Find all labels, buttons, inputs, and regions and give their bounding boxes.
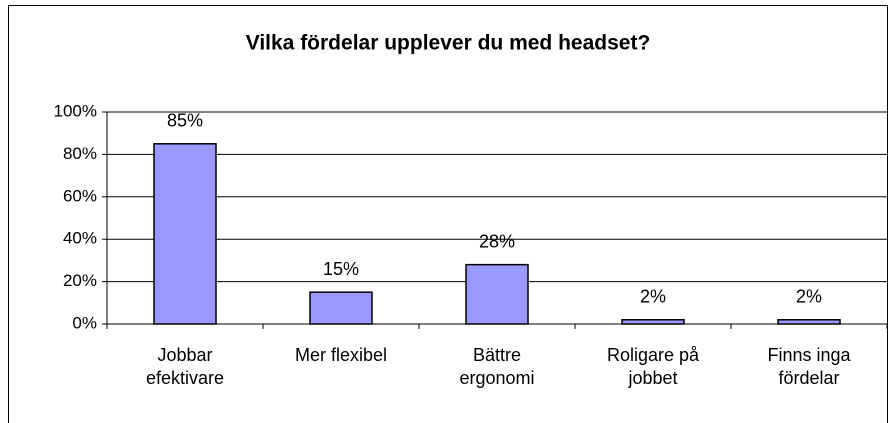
chart-frame [8, 5, 888, 423]
data-label: 85% [167, 111, 203, 131]
data-label: 2% [796, 287, 822, 307]
y-tick-label: 0% [72, 313, 97, 332]
y-tick-label: 20% [63, 271, 97, 290]
chart-title: Vilka fördelar upplever du med headset? [246, 32, 651, 55]
bar [465, 263, 529, 325]
x-tick-label: Finns inga fördelar [767, 345, 851, 388]
data-label: 28% [479, 231, 515, 251]
y-tick-label: 40% [63, 229, 97, 248]
bar [153, 143, 217, 325]
y-tick-label: 80% [63, 144, 97, 163]
bar [621, 319, 685, 325]
bar [309, 291, 373, 325]
x-tick-label: Jobbar efektivare [145, 345, 225, 388]
y-tick-label: 60% [63, 186, 97, 205]
bar [777, 319, 841, 325]
x-tick-label: Mer flexibel [294, 345, 388, 365]
data-label: 2% [640, 287, 666, 307]
data-label: 15% [323, 259, 359, 279]
x-tick-label: Roligare på jobbet [606, 345, 700, 388]
y-tick-label: 100% [54, 101, 97, 120]
x-tick-label: Bättre ergonomi [459, 345, 535, 388]
